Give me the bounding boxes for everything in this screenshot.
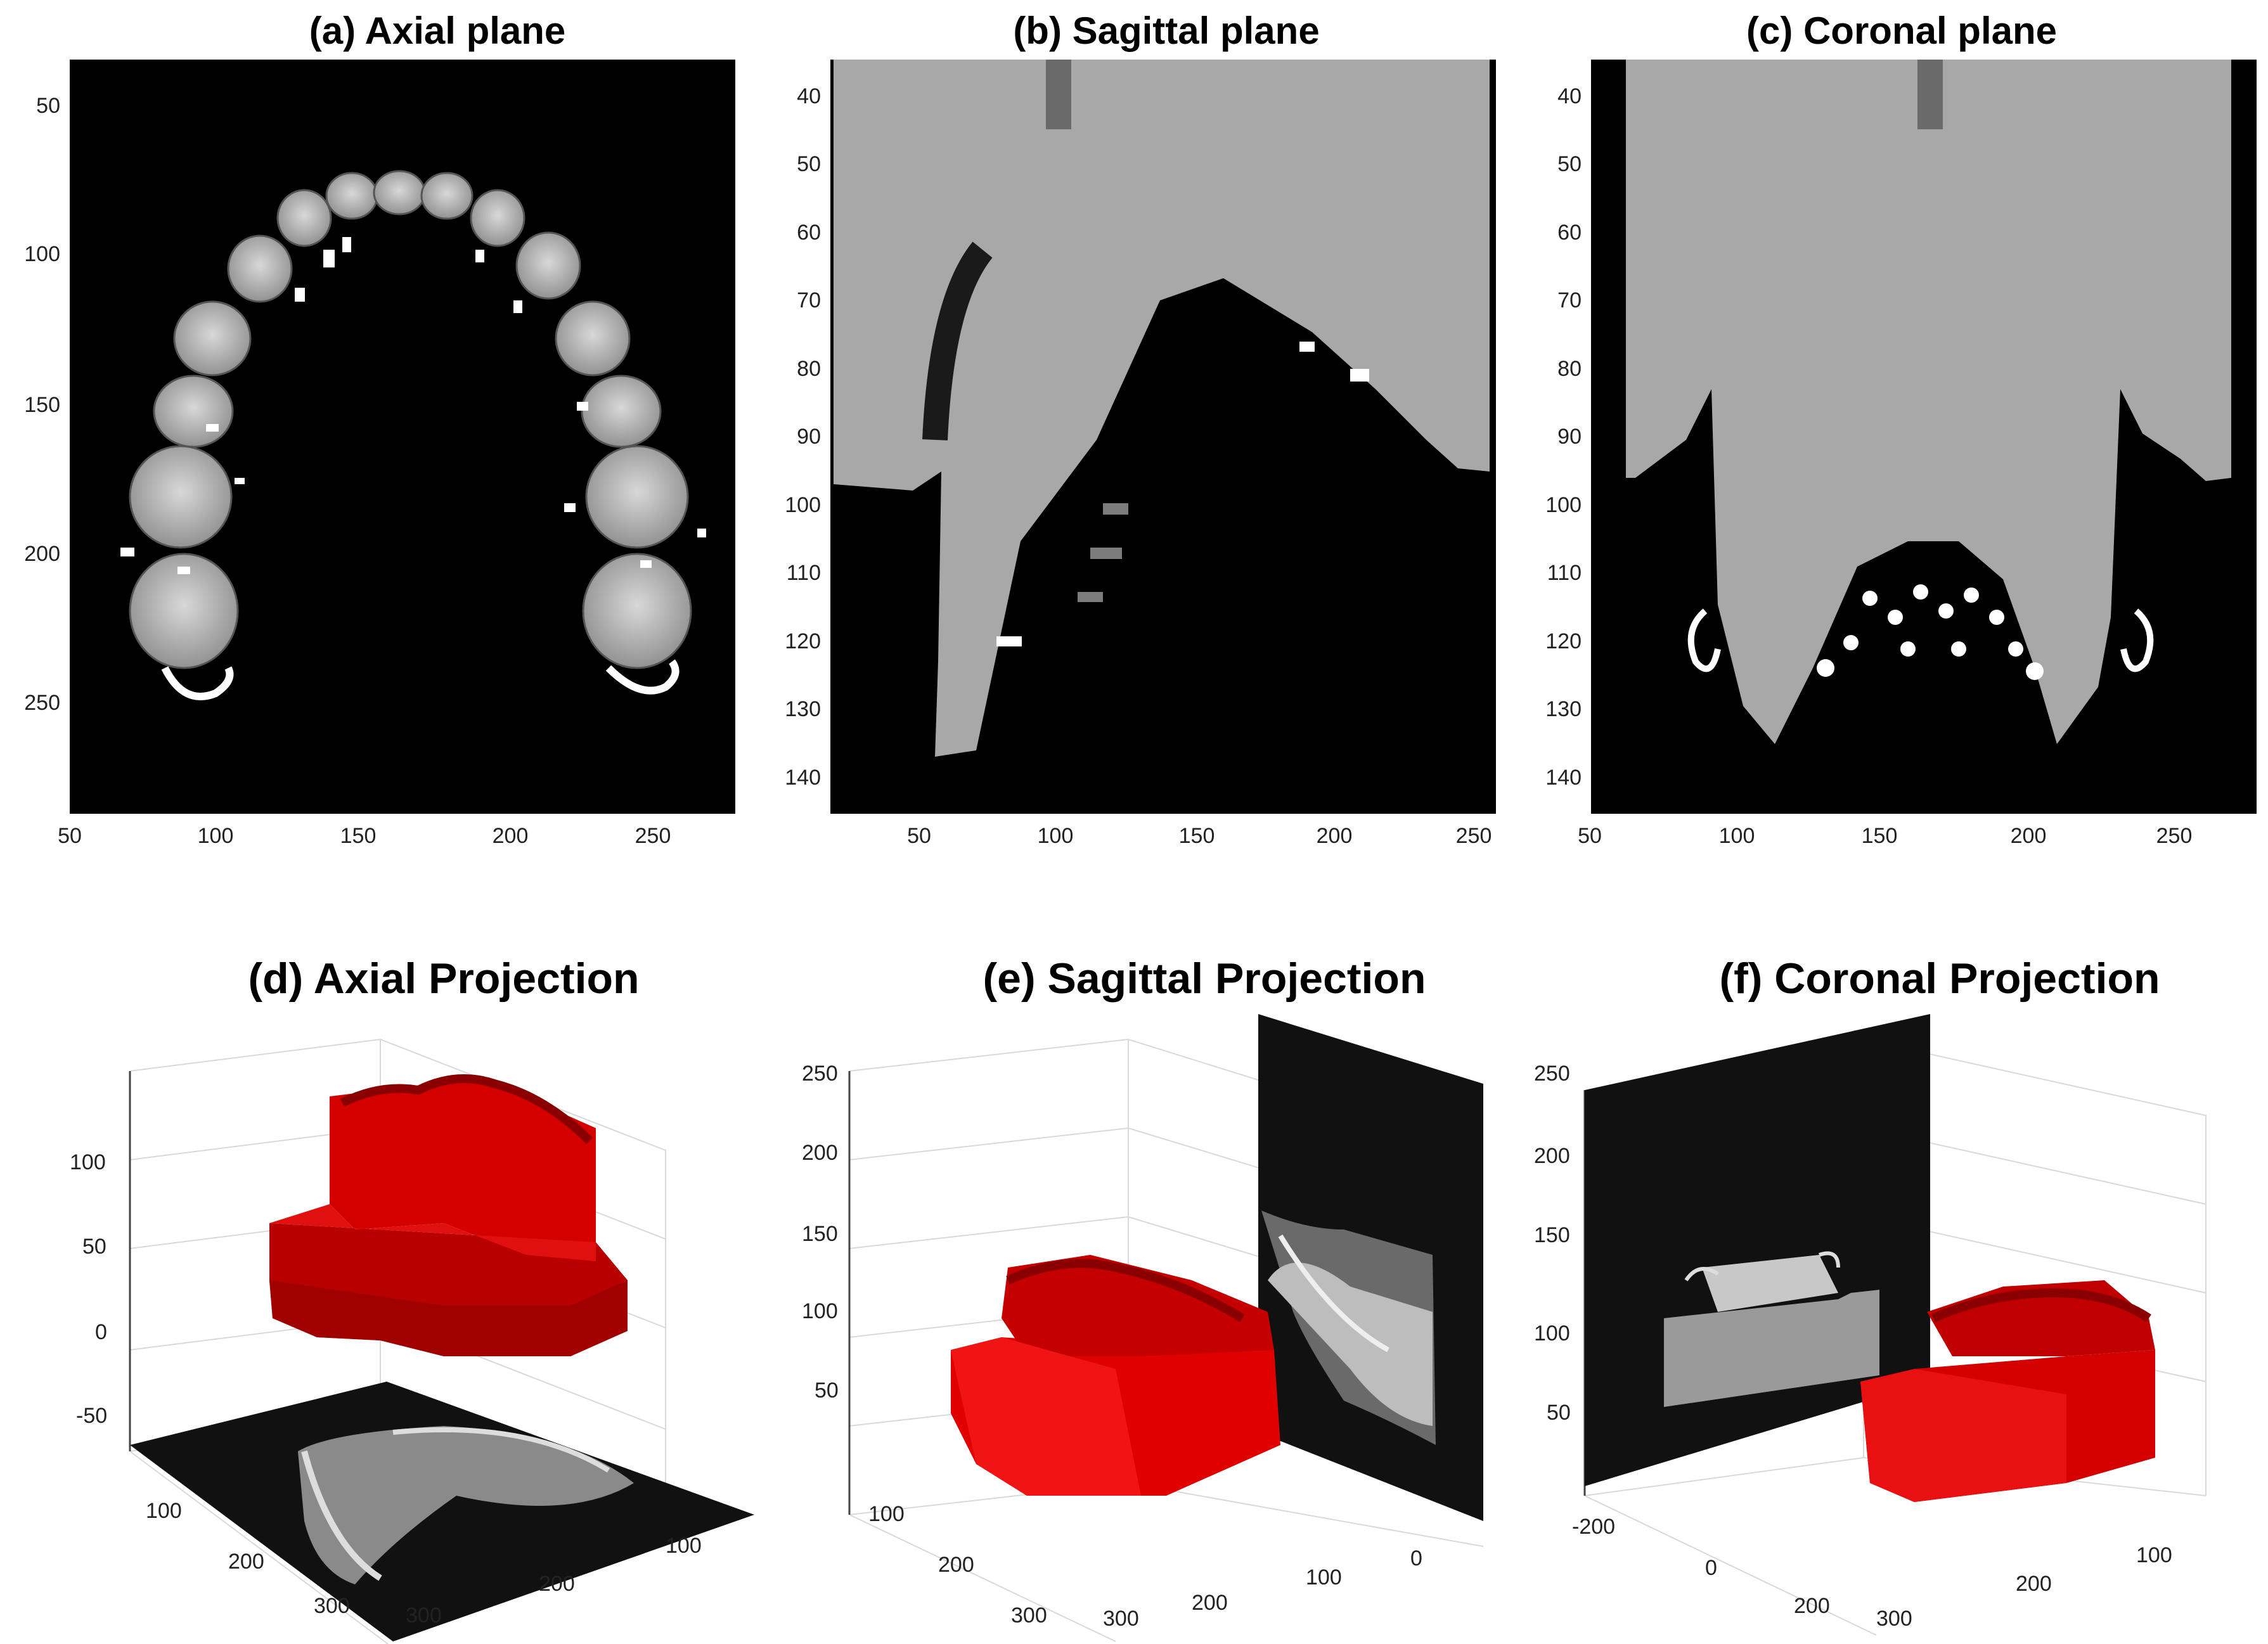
axial-slice-image xyxy=(70,60,735,814)
coronal-proj-ztick: 150 xyxy=(1534,1223,1570,1247)
coronal-ytick: 90 xyxy=(1557,425,1582,449)
axial-proj-ztick: 100 xyxy=(70,1150,106,1174)
axial-proj-ytick: 100 xyxy=(666,1534,702,1558)
coronal-slice-image xyxy=(1591,60,2257,814)
axial-ytick: 50 xyxy=(36,94,60,118)
sagittal-ytick: 40 xyxy=(797,84,821,108)
coronal-ytick: 120 xyxy=(1545,629,1582,653)
sagittal-xtick: 250 xyxy=(1455,824,1492,848)
panel-d-title: (d) Axial Projection xyxy=(248,954,640,1003)
coronal-proj-ztick: 250 xyxy=(1534,1062,1570,1086)
sagittal-projection-3d xyxy=(848,1014,1484,1642)
coronal-ytick: 70 xyxy=(1557,288,1582,312)
axial-proj-xtick: 300 xyxy=(314,1594,350,1618)
panel-b-title: (b) Sagittal plane xyxy=(1013,10,1320,52)
axial-projection-3d xyxy=(129,1038,754,1644)
sagittal-proj-ytick: 300 xyxy=(1103,1607,1139,1631)
coronal-ytick: 100 xyxy=(1545,493,1582,517)
axial-proj-ytick: 200 xyxy=(539,1572,575,1596)
coronal-proj-ztick: 100 xyxy=(1534,1321,1570,1345)
coronal-xtick: 100 xyxy=(1718,824,1755,848)
sagittal-ytick: 110 xyxy=(786,561,821,585)
sagittal-proj-xtick: 200 xyxy=(938,1553,974,1577)
sagittal-proj-ztick: 250 xyxy=(802,1062,838,1086)
coronal-xtick: 200 xyxy=(2010,824,2047,848)
coronal-ytick: 130 xyxy=(1545,697,1582,721)
coronal-proj-xtick: -200 xyxy=(1572,1515,1616,1539)
axial-ytick: 250 xyxy=(24,691,60,715)
coronal-proj-ytick: 300 xyxy=(1876,1607,1912,1631)
axial-ytick: 100 xyxy=(24,242,60,266)
coronal-xtick: 250 xyxy=(2156,824,2193,848)
coronal-proj-ztick: 50 xyxy=(1547,1401,1571,1425)
coronal-drawing xyxy=(1626,60,2231,744)
sagittal-proj-xtick: 100 xyxy=(868,1502,905,1526)
sagittal-proj-ztick: 150 xyxy=(802,1222,838,1246)
coronal-proj-xtick: 200 xyxy=(1794,1594,1830,1618)
coronal-proj-ytick: 200 xyxy=(2016,1572,2052,1596)
sagittal-xtick: 200 xyxy=(1316,824,1353,848)
axial-ytick: 150 xyxy=(24,393,60,417)
sagittal-slice-image xyxy=(830,60,1496,814)
coronal-ytick: 40 xyxy=(1557,84,1582,108)
sagittal-proj-ytick: 100 xyxy=(1306,1565,1342,1589)
coronal-ytick: 110 xyxy=(1547,561,1582,585)
coronal-ytick: 60 xyxy=(1557,221,1582,245)
axial-xtick: 250 xyxy=(635,824,671,848)
sagittal-ytick: 90 xyxy=(797,425,821,449)
sagittal-xtick: 150 xyxy=(1178,824,1215,848)
axial-teeth-drawing xyxy=(120,170,706,700)
sagittal-ytick: 140 xyxy=(785,766,821,790)
coronal-proj-xtick: 0 xyxy=(1705,1556,1717,1580)
sagittal-proj-ztick: 50 xyxy=(815,1378,839,1403)
sagittal-ytick: 60 xyxy=(797,221,821,245)
sagittal-ytick: 70 xyxy=(797,288,821,312)
sagittal-proj-ztick: 100 xyxy=(802,1299,838,1323)
coronal-proj-ztick: 200 xyxy=(1534,1144,1570,1168)
axial-ytick: 200 xyxy=(24,542,60,566)
sagittal-xtick: 100 xyxy=(1037,824,1074,848)
sagittal-ytick: 50 xyxy=(797,152,821,176)
sagittal-ytick: 80 xyxy=(797,357,821,381)
axial-xtick: 100 xyxy=(197,824,234,848)
axial-proj-ztick: -50 xyxy=(76,1404,108,1428)
axial-proj-xtick: 200 xyxy=(228,1550,264,1574)
coronal-ytick: 50 xyxy=(1557,152,1582,176)
coronal-xtick: 50 xyxy=(1578,824,1602,848)
axial-xtick: 150 xyxy=(340,824,377,848)
coronal-xtick: 150 xyxy=(1861,824,1898,848)
coronal-projection-3d xyxy=(1583,1014,2207,1636)
sagittal-proj-ytick: 0 xyxy=(1410,1546,1422,1570)
panel-c-title: (c) Coronal plane xyxy=(1746,10,2058,52)
axial-xtick: 50 xyxy=(58,824,82,848)
sagittal-proj-ytick: 200 xyxy=(1192,1591,1228,1615)
axial-proj-ztick: 0 xyxy=(95,1320,107,1344)
axial-proj-ytick: 300 xyxy=(406,1603,442,1628)
panel-a-title: (a) Axial plane xyxy=(309,10,566,52)
sagittal-ytick: 130 xyxy=(785,697,821,721)
panel-e-title: (e) Sagittal Projection xyxy=(983,954,1426,1003)
sagittal-xtick: 50 xyxy=(907,824,931,848)
sagittal-ytick: 100 xyxy=(785,493,821,517)
axial-proj-ztick: 50 xyxy=(82,1235,106,1259)
sagittal-drawing xyxy=(834,60,1490,757)
axial-proj-xtick: 100 xyxy=(146,1499,182,1523)
sagittal-proj-xtick: 300 xyxy=(1011,1603,1047,1628)
panel-f-title: (f) Coronal Projection xyxy=(1719,954,2160,1003)
coronal-proj-ytick: 100 xyxy=(2136,1543,2172,1567)
sagittal-proj-ztick: 200 xyxy=(802,1141,838,1165)
coronal-ytick: 140 xyxy=(1545,766,1582,790)
sagittal-ytick: 120 xyxy=(785,629,821,653)
coronal-ytick: 80 xyxy=(1557,357,1582,381)
axial-xtick: 200 xyxy=(492,824,529,848)
